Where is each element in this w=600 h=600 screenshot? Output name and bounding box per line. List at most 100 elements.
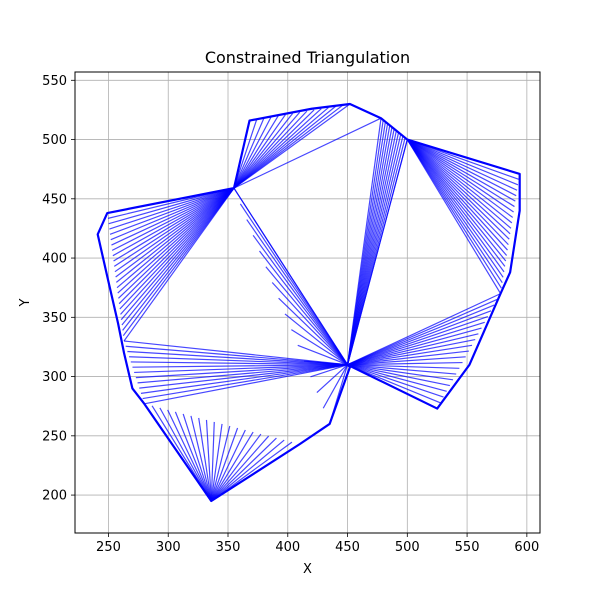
- triangulation-edge: [347, 310, 492, 366]
- triangulation-edge: [406, 139, 508, 251]
- triangulation-edge: [135, 364, 348, 379]
- y-tick-label: 350: [42, 311, 67, 326]
- triangulation-edge: [347, 316, 489, 366]
- triangulation-edge: [122, 187, 235, 331]
- triangulation-edge: [117, 187, 235, 294]
- triangulation-edge: [115, 187, 235, 278]
- triangulation-edge: [407, 139, 518, 191]
- triangulation-edge: [120, 187, 235, 315]
- triangulation-edge: [182, 413, 212, 502]
- plot-frame: [74, 71, 541, 534]
- triangulation-edge: [112, 187, 235, 257]
- triangulation-edge: [233, 115, 279, 189]
- triangulation-edge: [120, 187, 235, 321]
- triangulation-edge: [205, 419, 212, 502]
- triangulation-edge: [210, 421, 215, 502]
- triangulation-edge: [140, 364, 348, 394]
- triangulation-edge: [347, 293, 501, 366]
- triangulation-edge: [406, 139, 506, 267]
- triangulation-edge: [347, 364, 444, 398]
- triangulation-edge: [407, 139, 516, 202]
- triangulation-edge: [118, 187, 235, 299]
- x-axis-label: X: [303, 562, 312, 577]
- tick-layer: 250 300 350 400 450 500 550 600 200 250 300 350 400 4…: [42, 74, 539, 555]
- triangulation-edge: [406, 139, 514, 213]
- triangulation-edge: [233, 117, 265, 189]
- triangulation-edge: [233, 108, 322, 189]
- triangulation-edge: [347, 364, 447, 392]
- triangulation-edge: [347, 364, 460, 369]
- x-tick-label: 350: [216, 540, 241, 555]
- triangulation-edge: [118, 187, 235, 305]
- triangulation-edge: [233, 117, 382, 189]
- y-tick-label: 200: [42, 489, 67, 504]
- triangulation-edge: [125, 345, 348, 366]
- y-tick-label: 400: [42, 252, 67, 267]
- triangulation-edge: [233, 109, 315, 189]
- x-tick-label: 400: [275, 540, 300, 555]
- triangulation-edge: [134, 364, 348, 374]
- triangulation-edge: [316, 364, 348, 393]
- triangulation-edge: [347, 304, 495, 366]
- triangulation-edge: [246, 219, 349, 366]
- triangulation-edge: [271, 282, 348, 366]
- y-tick-label: 500: [42, 133, 67, 148]
- triangulation-edge: [406, 139, 509, 246]
- triangulation-edge: [210, 425, 231, 502]
- grid-layer: [75, 72, 540, 533]
- triangulation-edge: [210, 429, 246, 502]
- x-tick-label: 450: [335, 540, 360, 555]
- triangulation-edge: [210, 435, 270, 502]
- triangulation-edge: [113, 187, 235, 262]
- triangulation-edge: [190, 415, 212, 502]
- y-tick-label: 300: [42, 370, 67, 385]
- triangulation-edge: [347, 339, 476, 366]
- triangulation-edge: [142, 364, 348, 400]
- triangulation-edge: [159, 407, 212, 502]
- triangulation-edge: [233, 103, 351, 189]
- triangulation-edge: [144, 364, 348, 405]
- triangulation-edge: [210, 427, 239, 502]
- triangulation-edge: [198, 417, 212, 502]
- triangulation-edge: [347, 364, 457, 375]
- triangulation-edge: [346, 139, 408, 365]
- triangulation-edge: [109, 187, 235, 230]
- triangulation-edge: [233, 119, 258, 189]
- triangulation-edge: [310, 364, 348, 378]
- triangulation-edge: [174, 411, 212, 502]
- triangulation-edge: [322, 364, 349, 409]
- y-axis-label: Y: [18, 298, 33, 307]
- triangulation-edge: [233, 111, 301, 189]
- triangulation-edge: [137, 364, 348, 384]
- x-tick-label: 500: [395, 540, 420, 555]
- triangulation-edge: [265, 266, 349, 366]
- x-tick-label: 550: [455, 540, 480, 555]
- triangulation-edge: [127, 350, 348, 366]
- triangulation-edge: [210, 433, 262, 502]
- triangulation-edge: [130, 361, 348, 366]
- x-tick-label: 300: [156, 540, 181, 555]
- triangulation-edge: [210, 437, 277, 502]
- triangulation-edge: [252, 234, 349, 366]
- triangulation-edge: [233, 116, 272, 189]
- triangulation-edge: [406, 139, 504, 278]
- triangulation-edge: [284, 313, 348, 366]
- triangulation-edge: [233, 110, 308, 189]
- triangulation-edge: [115, 187, 235, 283]
- triangulation-edge: [406, 139, 515, 208]
- triangulation-edge: [347, 364, 450, 387]
- triangulation-edge: [111, 187, 235, 246]
- triangulation-edge: [406, 139, 513, 224]
- triangulation-edge: [407, 139, 517, 197]
- triangulation-edge: [406, 139, 511, 235]
- triangulation-edge: [406, 139, 505, 273]
- triangulation-edge: [114, 187, 235, 273]
- triangulation-edge: [406, 139, 514, 218]
- triangulation-edge: [347, 298, 498, 366]
- chart-title: Constrained Triangulation: [205, 48, 410, 67]
- triangulation-edge: [122, 187, 235, 337]
- triangulation-edge: [406, 139, 508, 256]
- y-tick-label: 250: [42, 429, 67, 444]
- triangulation-edge: [347, 344, 473, 366]
